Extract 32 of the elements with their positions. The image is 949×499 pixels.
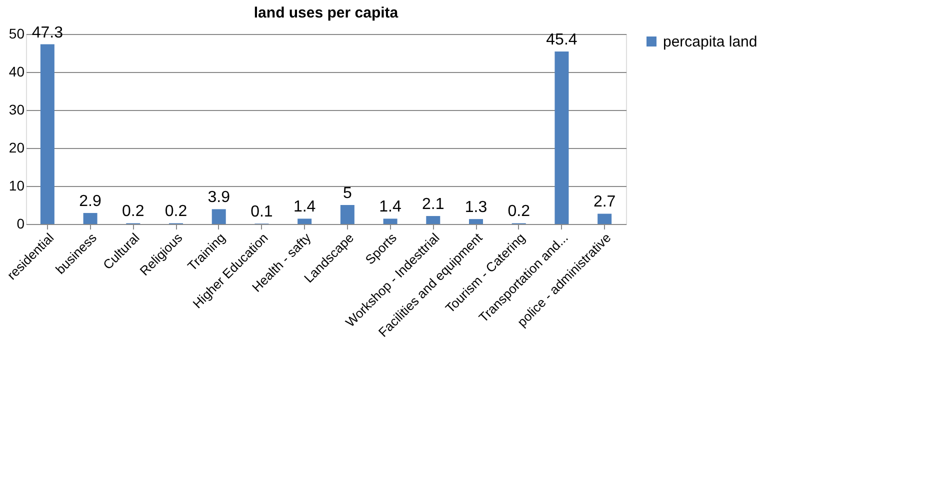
data-label: 1.4 (293, 198, 316, 216)
data-label: 2.7 (593, 194, 616, 211)
y-tick-label: 10 (8, 178, 25, 194)
data-label: 5 (342, 185, 352, 202)
bar (212, 209, 226, 224)
data-label: 1.3 (464, 199, 488, 216)
data-label: 3.9 (208, 189, 230, 206)
data-label: 47.3 (32, 24, 64, 42)
data-label: 0.2 (122, 203, 144, 220)
data-label: 1.4 (379, 198, 402, 216)
chart-title: land uses per capita (254, 4, 399, 22)
legend-label: percapita land (663, 34, 758, 50)
bar (554, 51, 569, 224)
bar (383, 218, 398, 224)
y-tick-label: 50 (8, 26, 25, 42)
y-tick-label: 0 (16, 216, 25, 232)
bar (598, 214, 612, 224)
data-label: 0.2 (508, 203, 530, 220)
y-tick-label: 40 (8, 64, 25, 80)
bar (83, 212, 98, 224)
data-label: 2.9 (79, 192, 102, 210)
data-label: 0.2 (164, 203, 188, 220)
bar (40, 44, 54, 224)
bar (340, 205, 354, 224)
y-tick-label: 30 (8, 102, 25, 118)
data-label: 45.4 (546, 31, 578, 48)
data-label: 2.1 (422, 196, 444, 214)
bar (426, 216, 440, 224)
bar (298, 218, 312, 224)
y-tick-label: 20 (8, 140, 25, 156)
bar (469, 219, 483, 224)
data-label: 0.1 (250, 204, 273, 221)
